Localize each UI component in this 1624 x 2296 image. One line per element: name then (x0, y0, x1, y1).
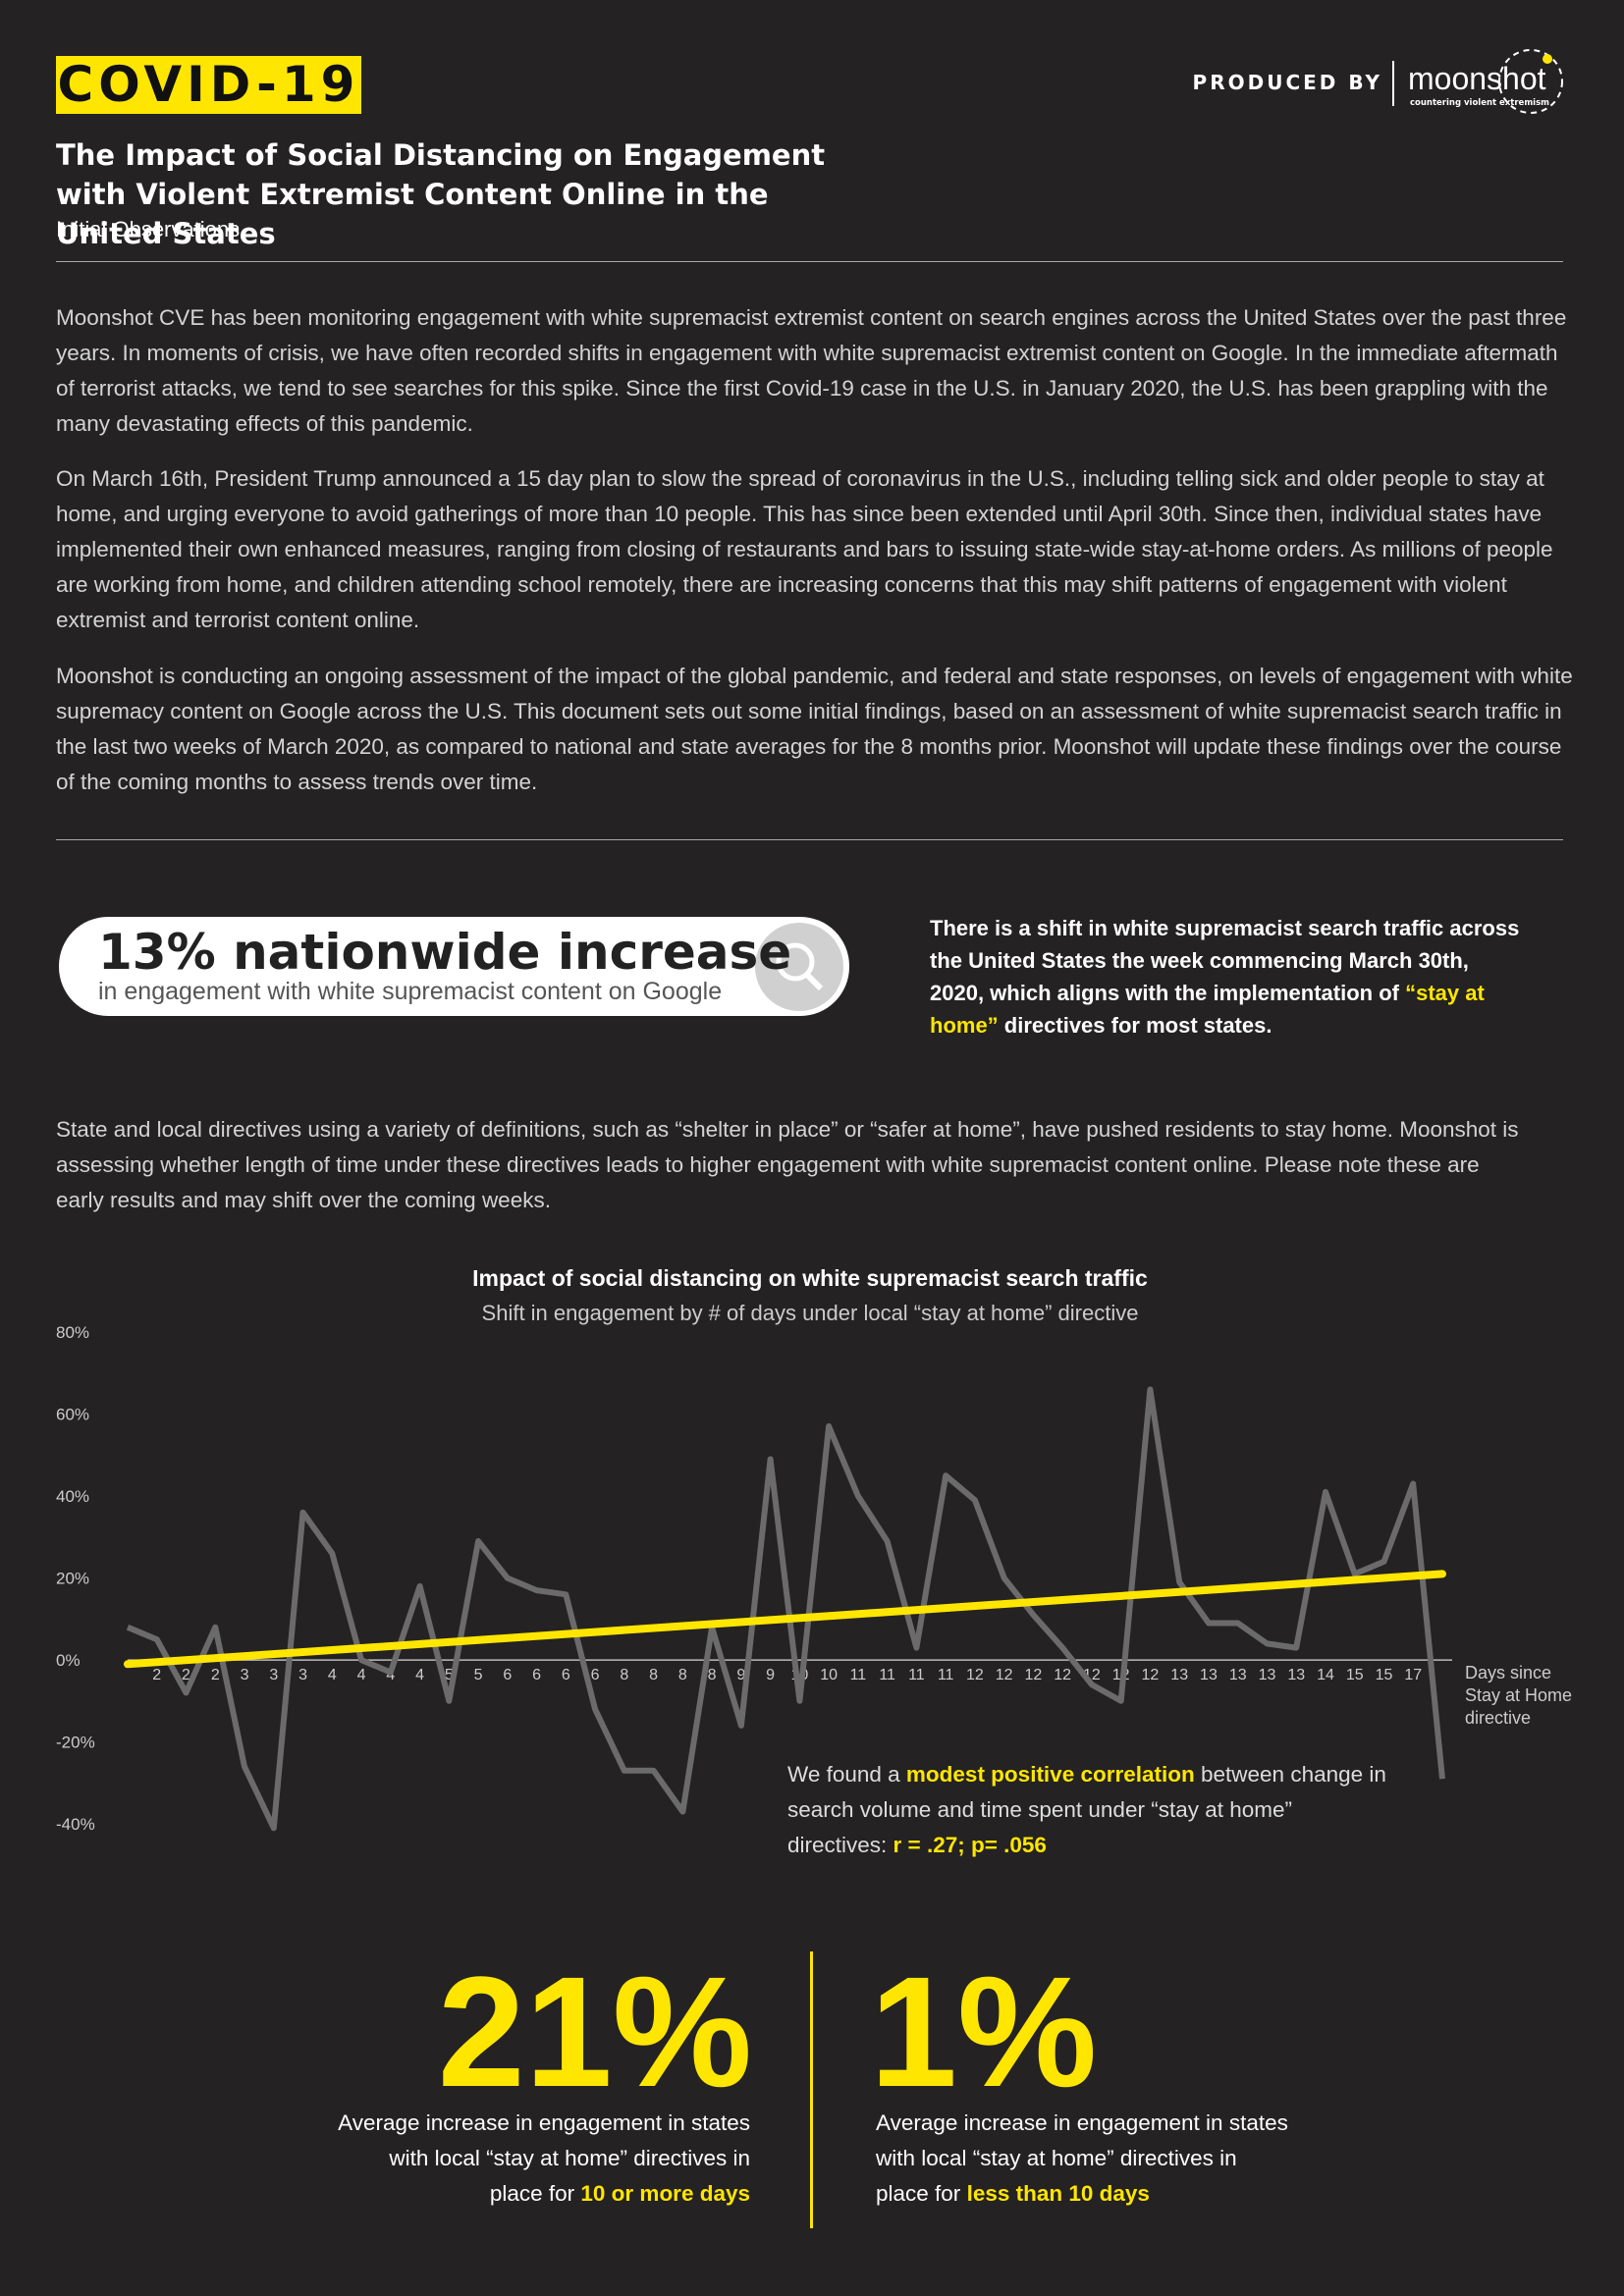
x-tick-label: 11 (908, 1667, 925, 1683)
text: Average increase in engagement in states… (338, 2110, 750, 2206)
paragraph: Moonshot is conducting an ongoing assess… (56, 664, 1573, 794)
divider (810, 1951, 813, 2228)
divider (1392, 61, 1394, 106)
x-tick-label: 6 (591, 1667, 600, 1683)
rule (56, 839, 1563, 840)
highlight: less than 10 days (966, 2181, 1150, 2206)
x-tick-label: 14 (1317, 1667, 1334, 1683)
x-tick-label: 4 (328, 1667, 337, 1683)
y-tick-label: -20% (56, 1734, 95, 1752)
data-line (126, 1386, 1445, 1832)
text: directives for most states. (998, 1013, 1272, 1038)
x-tick-label: 3 (269, 1667, 278, 1683)
y-tick-label: 60% (56, 1406, 89, 1424)
x-tick-label: 12 (1025, 1667, 1043, 1683)
x-tick-label: 9 (736, 1667, 745, 1683)
highlight: r = .27; p= .056 (893, 1833, 1047, 1857)
trend-line (124, 1570, 1446, 1669)
x-tick-label: 6 (503, 1667, 512, 1683)
badge: COVID-19 (56, 56, 361, 114)
x-tick-label: 13 (1170, 1667, 1188, 1683)
x-tick-label: 4 (357, 1667, 366, 1683)
text: There is a shift in white supremacist se… (930, 916, 1520, 1005)
x-tick-label: 15 (1346, 1667, 1364, 1683)
chart: Impact of social distancing on white sup… (56, 1265, 1452, 1834)
text: We found a (787, 1762, 906, 1787)
text: Average increase in engagement in states… (876, 2110, 1288, 2206)
x-tick-label: 8 (649, 1667, 658, 1683)
stat-text: Average increase in engagement in states… (334, 2106, 750, 2212)
x-tick-label: 9 (766, 1667, 775, 1683)
chart-subtitle: Shift in engagement by # of days under l… (482, 1301, 1139, 1325)
logo-tagline: countering violent extremism (1410, 98, 1550, 108)
x-tick-label: 13 (1287, 1667, 1305, 1683)
x-tick-label: 2 (211, 1667, 220, 1683)
x-tick-label: 13 (1229, 1667, 1247, 1683)
paragraph: On March 16th, President Trump announced… (56, 466, 1553, 632)
x-tick-label: 3 (241, 1667, 249, 1683)
x-tick-label: 12 (1054, 1667, 1071, 1683)
stat-value: 21% (437, 1944, 752, 2119)
y-tick-label: 80% (56, 1323, 89, 1342)
x-tick-label: 2 (152, 1667, 161, 1683)
x-tick-label: 13 (1200, 1667, 1218, 1683)
x-tick-label: 5 (445, 1667, 454, 1683)
x-tick-label: 15 (1376, 1667, 1393, 1683)
x-tick-label: 10 (820, 1667, 838, 1683)
rule (56, 261, 1563, 262)
x-tick-label: 12 (966, 1667, 984, 1683)
stat-text: Average increase in engagement in states… (876, 2106, 1292, 2212)
logo: moonshot (1408, 61, 1546, 96)
x-tick-label: 17 (1404, 1667, 1422, 1683)
annotation: We found a modest positive correlation b… (787, 1757, 1396, 1863)
x-tick-label: 13 (1259, 1667, 1276, 1683)
y-tick-label: 40% (56, 1487, 89, 1506)
highlight: 10 or more days (580, 2181, 750, 2206)
x-tick-label: 11 (879, 1667, 895, 1683)
y-tick-label: 0% (56, 1651, 81, 1670)
x-tick-label: 5 (474, 1667, 483, 1683)
x-tick-label: 11 (938, 1667, 954, 1683)
x-tick-label: 8 (620, 1667, 628, 1683)
stat-value: 1% (870, 1944, 1098, 2119)
stat-pill (59, 917, 849, 1016)
stat-caption: in engagement with white supremacist con… (98, 978, 723, 1005)
search-icon (755, 923, 843, 1011)
highlight: modest positive correlation (905, 1762, 1195, 1787)
stat-headline: 13% nationwide increase (98, 924, 792, 981)
x-tick-label: 2 (182, 1667, 190, 1683)
x-tick-label: 12 (996, 1667, 1013, 1683)
text: between change in search volume and time… (787, 1762, 1386, 1857)
x-tick-label: 6 (562, 1667, 570, 1683)
paragraph: Moonshot CVE has been monitoring engagem… (56, 305, 1567, 436)
x-axis-label: Days since Stay at Home directive (1465, 1663, 1573, 1728)
paragraph: State and local directives using a varie… (56, 1117, 1519, 1212)
chart-title: Impact of social distancing on white sup… (472, 1265, 1148, 1291)
x-tick-label: 12 (1142, 1667, 1160, 1683)
x-tick-label: 11 (850, 1667, 867, 1683)
x-tick-label: 6 (532, 1667, 541, 1683)
x-tick-label: 3 (298, 1667, 307, 1683)
y-tick-label: -40% (56, 1815, 95, 1834)
logo-ring (1498, 49, 1563, 114)
x-tick-label: 8 (708, 1667, 717, 1683)
produced-by: PRODUCED BY (1192, 71, 1382, 94)
callout-text: There is a shift in white supremacist se… (930, 912, 1529, 1041)
x-tick-label: 8 (678, 1667, 687, 1683)
subtitle: Initial Observations (56, 217, 241, 241)
title: The Impact of Social Distancing on Engag… (56, 138, 826, 250)
x-tick-label: 4 (415, 1667, 424, 1683)
y-tick-label: 20% (56, 1570, 89, 1588)
highlight: “stay at home” (930, 981, 1485, 1038)
